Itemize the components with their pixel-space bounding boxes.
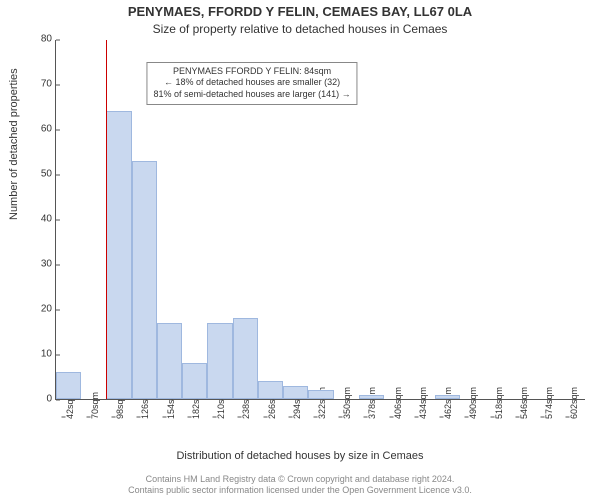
histogram-bar [106,111,131,399]
histogram-bar [283,386,308,400]
chart-title-sub: Size of property relative to detached ho… [0,22,600,36]
y-tick: 10 [24,349,56,360]
x-tick: 378sqm [367,387,377,419]
y-tick: 40 [24,214,56,225]
histogram-bar [435,395,460,400]
y-tick: 0 [24,394,56,405]
histogram-bar [233,318,258,399]
x-tick: 406sqm [393,387,403,419]
credits-line-2: Contains public sector information licen… [0,485,600,496]
y-tick: 30 [24,259,56,270]
histogram-bar [258,381,283,399]
x-axis-label: Distribution of detached houses by size … [0,450,600,462]
x-tick: 546sqm [519,387,529,419]
annotation-box: PENYMAES FFORDD Y FELIN: 84sqm← 18% of d… [147,62,358,105]
annotation-line-1: ← 18% of detached houses are smaller (32… [154,77,351,89]
x-tick: 574sqm [544,387,554,419]
histogram-bar [359,395,384,400]
y-tick: 70 [24,79,56,90]
x-tick: 490sqm [468,387,478,419]
plot-area: 0102030405060708042sqm70sqm98sqm126sqm15… [55,40,585,400]
x-tick: 462sqm [443,387,453,419]
histogram-bar [56,372,81,399]
annotation-line-2: 81% of semi-detached houses are larger (… [154,89,351,101]
credits-line-1: Contains HM Land Registry data © Crown c… [0,474,600,485]
x-tick: 70sqm [90,392,100,419]
histogram-bar [182,363,207,399]
x-tick: 434sqm [418,387,428,419]
histogram-bar [207,323,232,400]
histogram-bar [132,161,157,400]
y-tick: 50 [24,169,56,180]
reference-marker [106,40,107,399]
y-tick: 20 [24,304,56,315]
x-tick: 518sqm [494,387,504,419]
figure-root: { "titles": { "main": "PENYMAES, FFORDD … [0,0,600,500]
credits: Contains HM Land Registry data © Crown c… [0,474,600,497]
y-tick: 80 [24,34,56,45]
chart-title-main: PENYMAES, FFORDD Y FELIN, CEMAES BAY, LL… [0,4,600,19]
y-axis-label: Number of detached properties [8,68,20,220]
x-tick: 350sqm [342,387,352,419]
histogram-bar [157,323,182,400]
histogram-bar [308,390,333,399]
x-tick: 602sqm [569,387,579,419]
annotation-line-0: PENYMAES FFORDD Y FELIN: 84sqm [154,66,351,78]
y-tick: 60 [24,124,56,135]
